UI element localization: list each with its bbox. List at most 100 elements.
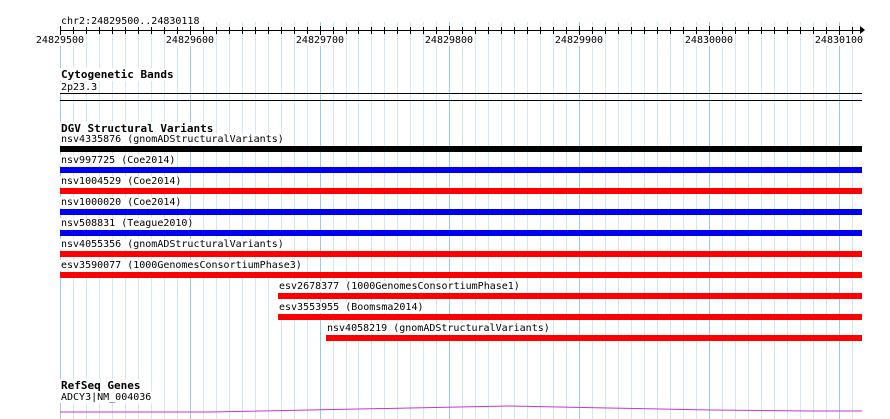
ruler-minor-tick	[307, 27, 308, 34]
dgv-feature-bar[interactable]	[278, 314, 862, 320]
refseq-gene-label[interactable]: ADCY3|NM_004036	[60, 392, 153, 403]
dgv-feature-bar[interactable]	[60, 188, 862, 194]
ruler-major-tick	[579, 26, 580, 35]
ruler-minor-tick	[371, 27, 372, 34]
grid-line	[852, 22, 853, 419]
grid-line	[839, 22, 840, 419]
ruler-minor-tick	[852, 27, 853, 34]
ruler-minor-tick	[774, 27, 775, 34]
grid-line	[371, 22, 372, 419]
dgv-feature-bar[interactable]	[60, 251, 862, 257]
ruler-minor-tick	[813, 27, 814, 34]
grid-line	[320, 22, 321, 419]
ruler-minor-tick	[164, 27, 165, 34]
cyto-band-top-line	[60, 93, 862, 94]
ruler-minor-tick	[138, 27, 139, 34]
ruler-minor-tick	[735, 27, 736, 34]
ruler-tick-label: 24829800	[424, 35, 474, 46]
track-title-dgv[interactable]: DGV Structural Variants	[60, 122, 215, 135]
grid-line	[255, 22, 256, 419]
ruler-tick-label: 24829700	[295, 35, 345, 46]
ruler-major-tick	[449, 26, 450, 35]
grid-line	[281, 22, 282, 419]
ruler-tick-label: 24829500	[35, 35, 85, 46]
grid-line	[670, 22, 671, 419]
ruler-minor-tick	[151, 27, 152, 34]
grid-line	[449, 22, 450, 419]
ruler-minor-tick	[787, 27, 788, 34]
ruler-minor-tick	[501, 27, 502, 34]
grid-line	[722, 22, 723, 419]
grid-line	[514, 22, 515, 419]
ruler-tick-label: 24829600	[165, 35, 215, 46]
grid-line	[631, 22, 632, 419]
grid-line	[397, 22, 398, 419]
grid-line	[579, 22, 580, 419]
ruler-minor-tick	[488, 27, 489, 34]
ruler-minor-tick	[462, 27, 463, 34]
dgv-feature-label[interactable]: nsv508831 (Teague2010)	[60, 218, 195, 229]
ruler-tick-label: 24830100	[814, 35, 864, 46]
grid-line	[436, 22, 437, 419]
grid-line	[553, 22, 554, 419]
ruler-tick-label: 24830000	[684, 35, 734, 46]
ruler-minor-tick	[203, 27, 204, 34]
dgv-feature-label[interactable]: nsv997725 (Coe2014)	[60, 155, 177, 166]
ruler-minor-tick	[423, 27, 424, 34]
grid-line	[423, 22, 424, 419]
ruler-minor-tick	[540, 27, 541, 34]
ruler-minor-tick	[618, 27, 619, 34]
grid-line	[735, 22, 736, 419]
dgv-feature-label[interactable]: nsv4055356 (gnomADStructuralVariants)	[60, 239, 285, 250]
grid-line	[527, 22, 528, 419]
ruler-minor-tick	[553, 27, 554, 34]
dgv-feature-bar[interactable]	[60, 272, 862, 278]
track-title-cytogenetic-bands[interactable]: Cytogenetic Bands	[60, 68, 175, 81]
refseq-gene-intron-line[interactable]	[60, 396, 862, 416]
grid-line	[358, 22, 359, 419]
dgv-feature-bar[interactable]	[278, 293, 862, 299]
ruler-arrow-icon	[860, 26, 865, 34]
dgv-feature-label[interactable]: esv3590077 (1000GenomesConsortiumPhase3)	[60, 260, 303, 271]
dgv-feature-bar[interactable]	[326, 335, 862, 341]
dgv-feature-bar[interactable]	[60, 146, 862, 152]
ruler-minor-tick	[294, 27, 295, 34]
ruler-minor-tick	[683, 27, 684, 34]
grid-line	[618, 22, 619, 419]
ruler-minor-tick	[761, 27, 762, 34]
ruler-minor-tick	[333, 27, 334, 34]
track-title-refseq[interactable]: RefSeq Genes	[60, 379, 142, 392]
ruler-minor-tick	[112, 27, 113, 34]
grid-line	[475, 22, 476, 419]
dgv-feature-bar[interactable]	[60, 167, 862, 173]
dgv-feature-label[interactable]: nsv1004529 (Coe2014)	[60, 176, 183, 187]
ruler-axis	[60, 30, 862, 31]
ruler-minor-tick	[527, 27, 528, 34]
ruler-minor-tick	[566, 27, 567, 34]
ruler-minor-tick	[86, 27, 87, 34]
dgv-feature-label[interactable]: esv3553955 (Boomsma2014)	[278, 302, 425, 313]
dgv-feature-bar[interactable]	[60, 209, 862, 215]
ruler-minor-tick	[514, 27, 515, 34]
ruler-minor-tick	[99, 27, 100, 34]
grid-line	[501, 22, 502, 419]
grid-line	[683, 22, 684, 419]
ruler-minor-tick	[229, 27, 230, 34]
cyto-band-bottom-line	[60, 100, 862, 101]
grid-line	[709, 22, 710, 419]
ruler-tick-label: 24829900	[554, 35, 604, 46]
grid-line	[826, 22, 827, 419]
ruler-minor-tick	[281, 27, 282, 34]
dgv-feature-label[interactable]: esv2678377 (1000GenomesConsortiumPhase1)	[278, 281, 521, 292]
ruler-minor-tick	[592, 27, 593, 34]
dgv-feature-label[interactable]: nsv4058219 (gnomADStructuralVariants)	[326, 323, 551, 334]
grid-line	[203, 22, 204, 419]
dgv-feature-label[interactable]: nsv1000020 (Coe2014)	[60, 197, 183, 208]
grid-line	[644, 22, 645, 419]
grid-line	[307, 22, 308, 419]
dgv-feature-bar[interactable]	[60, 230, 862, 236]
dgv-feature-label[interactable]: nsv4335876 (gnomADStructuralVariants)	[60, 134, 285, 145]
grid-line	[605, 22, 606, 419]
ruler-minor-tick	[255, 27, 256, 34]
